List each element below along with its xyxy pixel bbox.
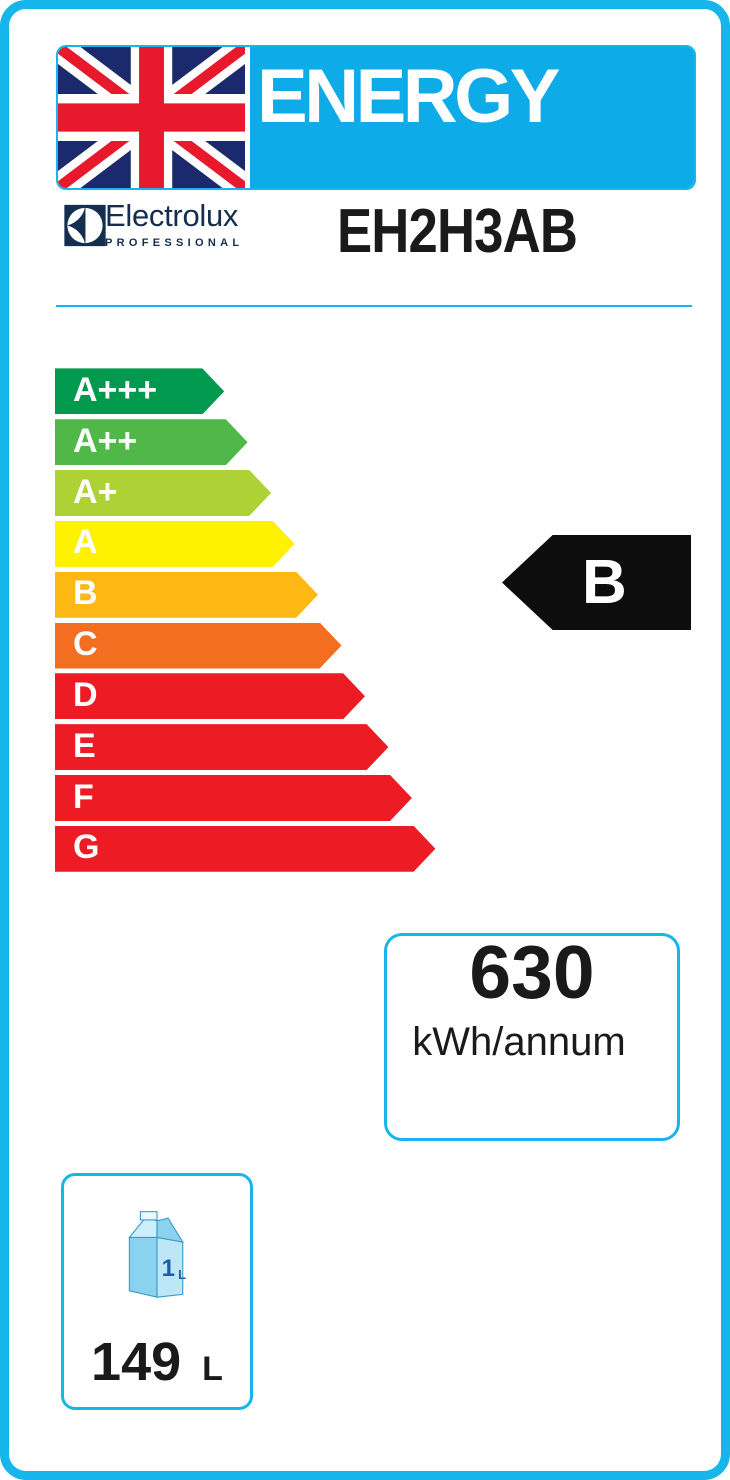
svg-text:L: L: [178, 1267, 186, 1282]
svg-text:1: 1: [162, 1255, 175, 1282]
